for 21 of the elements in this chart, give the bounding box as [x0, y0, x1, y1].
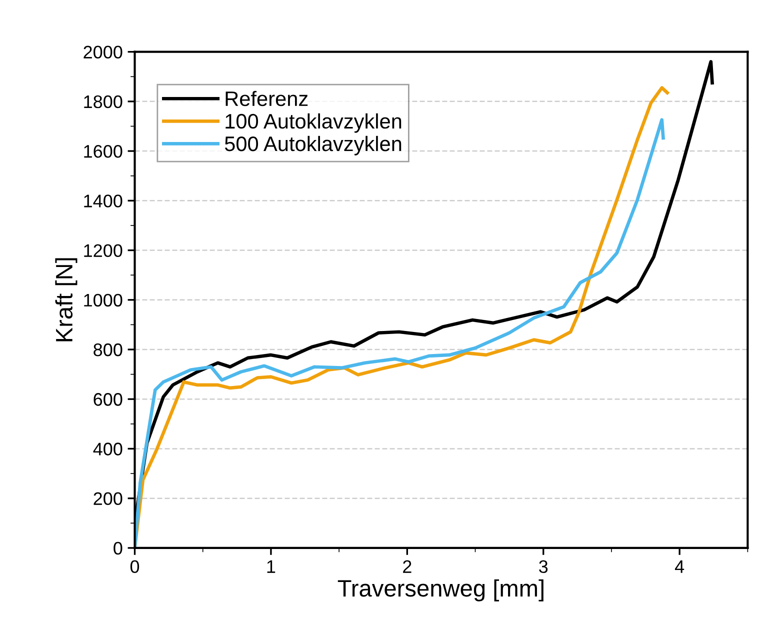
y-tick-label: 1600	[84, 144, 122, 158]
y-tick-label: 200	[94, 492, 122, 506]
x-tick-label: 2	[403, 560, 412, 573]
y-tick-label: 2000	[84, 46, 122, 59]
y-axis-title: Kraft [N]	[55, 258, 78, 342]
x-tick-label: 1	[267, 560, 276, 573]
x-axis-title: Traversenweg [mm]	[338, 579, 544, 602]
x-tick-label: 4	[674, 560, 684, 573]
x-tick-label: 3	[539, 560, 548, 574]
y-tick-label: 1800	[84, 95, 122, 108]
y-tick-label: 600	[94, 393, 122, 406]
y-tick-label: 1000	[84, 294, 122, 307]
y-tick-label: 1200	[84, 244, 122, 257]
x-tick-label: 0	[130, 560, 140, 574]
y-tick-label: 1400	[84, 194, 122, 208]
y-tick-label: 400	[93, 442, 122, 456]
legend-label: Referenz	[226, 90, 308, 106]
y-tick-label: 0	[114, 542, 122, 555]
y-tick-label: 800	[94, 343, 122, 356]
legend-label: 500 Autoklavzyklen	[224, 136, 402, 156]
legend-label: 100 Autoklavzyklen	[226, 113, 402, 133]
